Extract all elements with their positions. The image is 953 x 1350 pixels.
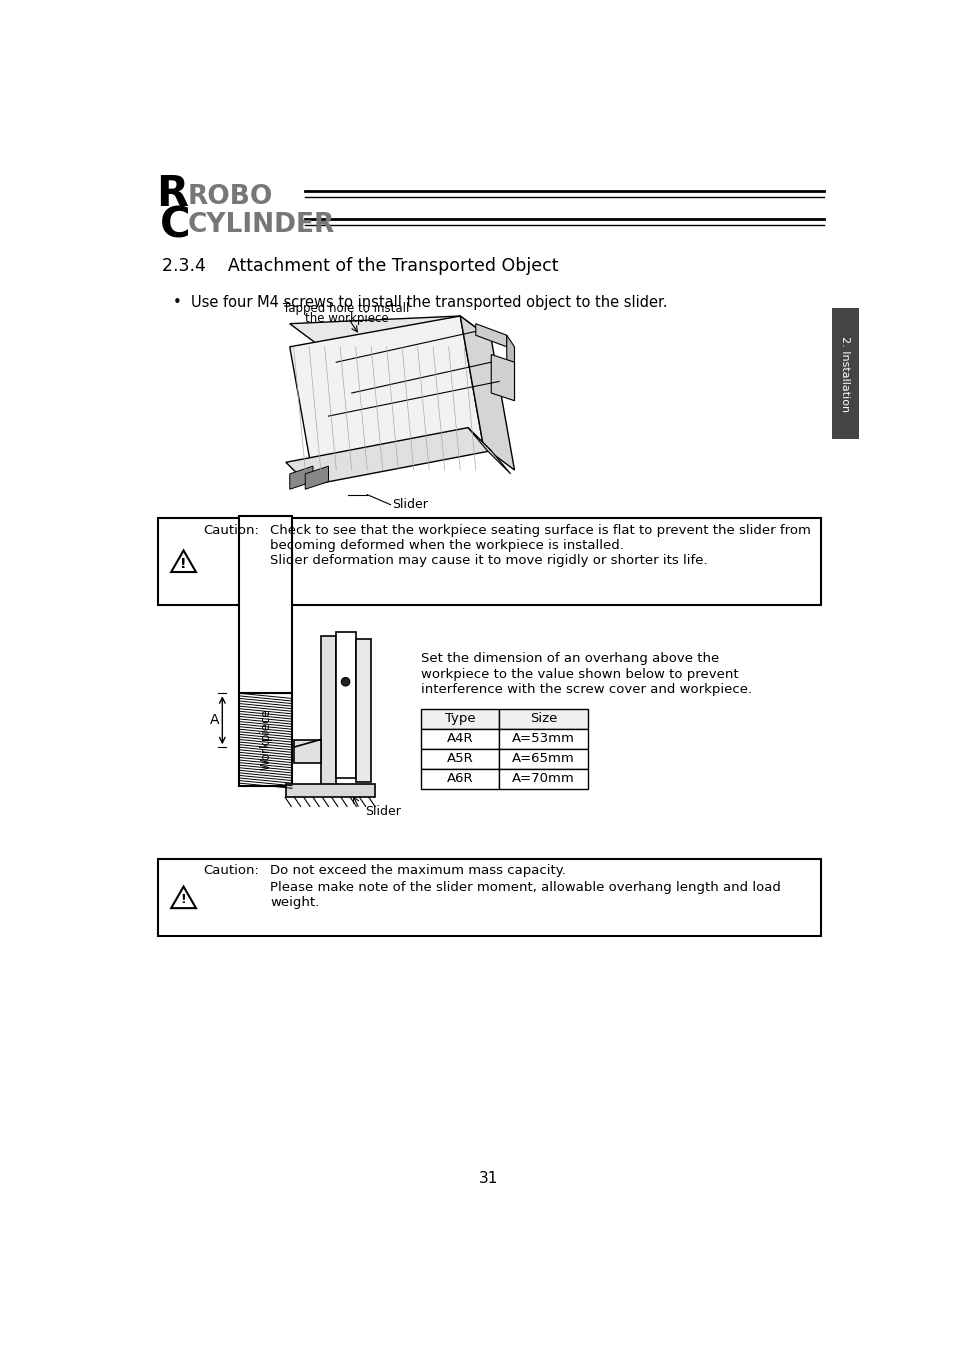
Text: A5R: A5R: [446, 752, 473, 765]
Bar: [158, 859, 820, 936]
Polygon shape: [468, 428, 510, 474]
Bar: [498, 749, 587, 768]
Text: •  Use four M4 screws to install the transported object to the slider.: • Use four M4 screws to install the tran…: [173, 296, 667, 310]
Circle shape: [341, 678, 350, 686]
Polygon shape: [506, 335, 514, 401]
Text: A4R: A4R: [446, 732, 473, 745]
Text: Slider: Slider: [365, 805, 400, 818]
Bar: [421, 709, 498, 729]
Text: workpiece to the value shown below to prevent: workpiece to the value shown below to pr…: [421, 667, 739, 680]
Text: ROBO: ROBO: [187, 185, 273, 211]
Bar: [286, 784, 375, 798]
Text: Workpiece: Workpiece: [259, 709, 272, 771]
Text: Slider deformation may cause it to move rigidly or shorter its life.: Slider deformation may cause it to move …: [270, 555, 707, 567]
Text: A6R: A6R: [446, 772, 473, 786]
Text: 31: 31: [478, 1170, 498, 1185]
Bar: [421, 729, 498, 749]
Text: !: !: [180, 556, 187, 571]
Polygon shape: [290, 316, 491, 347]
Text: Size: Size: [529, 713, 557, 725]
Text: interference with the screw cover and workpiece.: interference with the screw cover and wo…: [421, 683, 752, 697]
Polygon shape: [491, 355, 514, 401]
Bar: [498, 709, 587, 729]
Text: Caution:: Caution:: [203, 864, 258, 878]
Text: 2.3.4    Attachment of the Transported Object: 2.3.4 Attachment of the Transported Obje…: [162, 256, 558, 275]
Text: Check to see that the workpiece seating surface is flat to prevent the slider fr: Check to see that the workpiece seating …: [270, 524, 810, 536]
Polygon shape: [294, 740, 320, 763]
Bar: [421, 768, 498, 788]
Text: !: !: [180, 894, 186, 906]
Text: becoming deformed when the workpiece is installed.: becoming deformed when the workpiece is …: [270, 539, 623, 552]
Text: R: R: [156, 173, 189, 216]
Text: the workpiece: the workpiece: [304, 312, 388, 325]
Text: Slider: Slider: [392, 498, 428, 512]
Text: A=70mm: A=70mm: [512, 772, 575, 786]
Text: C: C: [159, 204, 190, 246]
Text: Do not exceed the maximum mass capacity.: Do not exceed the maximum mass capacity.: [270, 864, 566, 878]
Text: weight.: weight.: [270, 896, 319, 910]
Bar: [158, 518, 820, 605]
Text: 2. Installation: 2. Installation: [840, 336, 849, 412]
Bar: [239, 694, 292, 786]
Polygon shape: [459, 316, 514, 470]
Bar: [498, 729, 587, 749]
Text: A=65mm: A=65mm: [512, 752, 575, 765]
Bar: [320, 636, 335, 786]
Text: A: A: [210, 713, 219, 728]
Text: A=53mm: A=53mm: [512, 732, 575, 745]
Text: Tapped hole to install: Tapped hole to install: [283, 302, 409, 315]
Polygon shape: [286, 428, 491, 486]
Polygon shape: [305, 466, 328, 489]
Polygon shape: [290, 316, 483, 478]
Polygon shape: [290, 466, 313, 489]
Text: Please make note of the slider moment, allowable overhang length and load: Please make note of the slider moment, a…: [270, 880, 781, 894]
Bar: [421, 749, 498, 768]
Text: Set the dimension of an overhang above the: Set the dimension of an overhang above t…: [421, 652, 719, 666]
Polygon shape: [476, 324, 506, 347]
Bar: [355, 640, 371, 782]
Text: Caution:: Caution:: [203, 524, 258, 536]
Bar: [498, 768, 587, 788]
Text: Type: Type: [444, 713, 475, 725]
Bar: [831, 308, 858, 439]
Bar: [335, 632, 355, 778]
Text: CYLINDER: CYLINDER: [187, 212, 335, 238]
Bar: [239, 516, 292, 694]
